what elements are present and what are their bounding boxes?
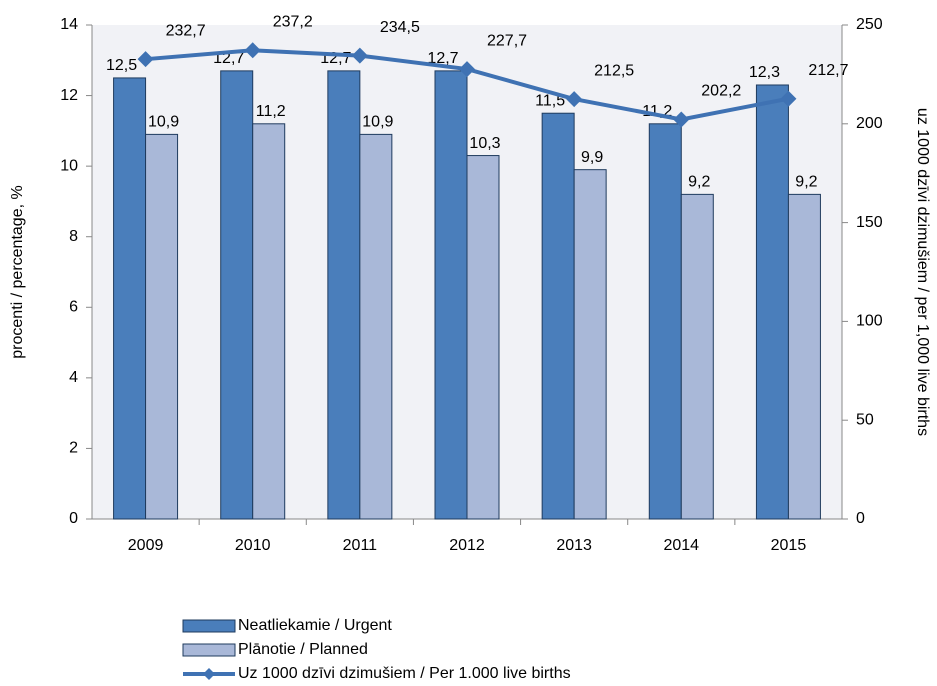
y2-tick-label: 200 [856, 115, 883, 132]
bar [113, 77, 147, 520]
data-label: 10,9 [148, 114, 179, 131]
bar [359, 133, 393, 520]
x-tick-label: 2009 [128, 537, 164, 554]
legend-label: Plānotie / Planned [238, 641, 368, 658]
bar [755, 84, 789, 520]
bar [680, 193, 714, 520]
line-data-label: 234,5 [380, 19, 420, 36]
data-label: 12,3 [749, 64, 780, 81]
line-data-label: 237,2 [273, 14, 313, 31]
x-tick-label: 2012 [449, 537, 485, 554]
y2-tick-label: 250 [856, 16, 883, 33]
data-label: 12,5 [106, 57, 137, 74]
y2-axis-label: uz 1000 dzīvi dzimušiem / per 1,000 live… [914, 108, 931, 436]
bar [220, 70, 254, 520]
data-label: 10,9 [362, 114, 393, 131]
line-data-label: 212,5 [594, 62, 634, 79]
data-label: 9,2 [795, 174, 817, 191]
y2-tick-label: 0 [856, 510, 865, 527]
bar [648, 123, 682, 520]
bar [541, 112, 575, 520]
y-axis-label: procenti / percentage, % [9, 185, 26, 358]
y-tick-label: 4 [69, 369, 78, 386]
line-marker [137, 51, 154, 68]
line-marker [351, 47, 368, 64]
line-marker [459, 61, 475, 78]
y2-tick-label: 50 [856, 411, 874, 428]
y-tick-label: 8 [69, 228, 78, 245]
data-label: 9,9 [581, 149, 603, 166]
legend-label: Uz 1000 dzīvi dzimušiem / Per 1.000 live… [238, 665, 571, 682]
x-tick-label: 2014 [663, 537, 699, 554]
line-marker [244, 42, 261, 59]
data-label: 11,5 [535, 92, 565, 109]
bar [787, 193, 821, 520]
bar [573, 169, 607, 520]
bar [145, 133, 179, 520]
bar [466, 155, 500, 520]
x-tick-label: 2015 [771, 537, 807, 554]
y-tick-label: 0 [69, 510, 78, 527]
bar [434, 70, 468, 520]
bar [252, 123, 286, 520]
legend-swatch [182, 643, 236, 657]
y-tick-label: 10 [60, 157, 78, 174]
legend-marker [203, 668, 215, 680]
line-data-label: 202,2 [701, 83, 741, 100]
line-data-label: 212,7 [808, 62, 848, 79]
data-label: 9,2 [688, 174, 710, 191]
bar [327, 70, 361, 520]
data-label: 10,3 [469, 135, 500, 152]
data-label: 11,2 [256, 103, 286, 120]
y2-tick-label: 150 [856, 214, 883, 231]
legend-label: Neatliekamie / Urgent [238, 617, 392, 634]
legend-swatch [182, 619, 236, 633]
x-tick-label: 2013 [556, 537, 592, 554]
y-tick-label: 14 [60, 16, 78, 33]
line-data-label: 232,7 [166, 22, 206, 39]
y-tick-label: 12 [60, 87, 78, 104]
x-tick-label: 2011 [343, 537, 378, 554]
x-tick-label: 2010 [235, 537, 271, 554]
y-tick-label: 2 [69, 440, 78, 457]
line-marker [673, 111, 690, 128]
data-label: 12,7 [427, 50, 458, 67]
line-marker [780, 90, 797, 107]
y2-tick-label: 100 [856, 313, 883, 330]
line-data-label: 227,7 [487, 32, 527, 49]
line-marker [566, 91, 583, 108]
y-tick-label: 6 [69, 299, 78, 316]
